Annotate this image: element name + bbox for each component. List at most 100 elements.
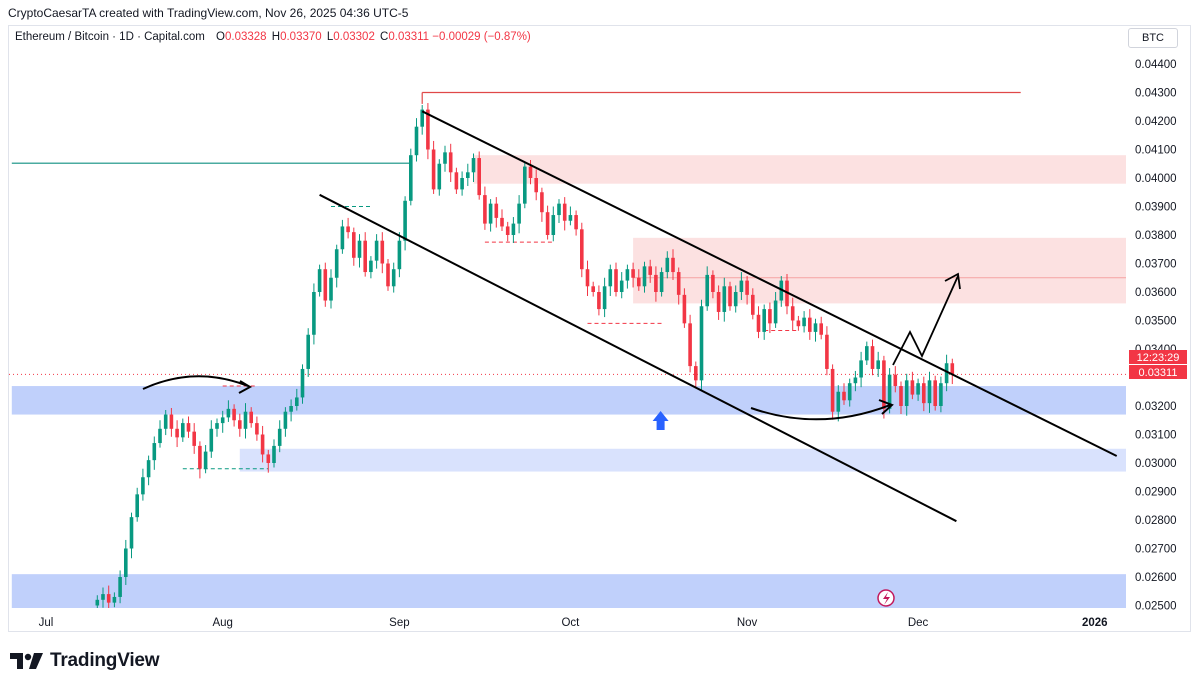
y-tick-label: 0.04300 <box>1135 88 1177 100</box>
candle-body <box>865 346 869 361</box>
candle-body <box>209 428 214 452</box>
open-label: O <box>216 31 225 43</box>
candle-body <box>249 411 253 424</box>
candle-body <box>300 368 305 398</box>
candle-body <box>933 380 937 406</box>
candle-body <box>802 317 806 327</box>
candle-body <box>716 292 721 312</box>
candle-body <box>694 366 698 381</box>
candle-body <box>505 226 510 235</box>
candle-body <box>722 286 727 312</box>
curved-arrow-aug-head <box>238 380 253 394</box>
y-tick-label: 0.03900 <box>1135 202 1177 214</box>
candle-body <box>580 229 584 270</box>
candle-body <box>859 360 863 378</box>
candle-body <box>916 383 920 395</box>
candle-body <box>466 172 470 178</box>
ohlc-legend: Ethereum / Bitcoin · 1D · Capital.com O0… <box>15 31 531 43</box>
candle-body <box>403 200 407 241</box>
candle-body <box>260 434 265 455</box>
curved-arrow-nov <box>750 404 891 421</box>
candle-body <box>528 166 533 178</box>
candle-body <box>272 445 276 463</box>
candle-body <box>420 109 424 127</box>
candle-body <box>141 477 145 495</box>
candle-body <box>329 277 333 301</box>
candle-body <box>562 203 567 221</box>
candle-body <box>739 280 744 292</box>
candle-body <box>842 391 846 401</box>
candle-body <box>369 260 373 273</box>
candle-body <box>773 300 778 324</box>
x-tick-label: Dec <box>908 617 929 629</box>
y-tick-label: 0.03600 <box>1135 287 1177 299</box>
candle-body <box>232 408 236 421</box>
candle-body <box>836 391 841 412</box>
candle-body <box>192 431 196 446</box>
y-tick-label: 0.04000 <box>1135 173 1177 185</box>
candle-body <box>317 269 322 292</box>
curved-arrow-aug <box>142 375 249 390</box>
y-tick-label: 0.03000 <box>1135 458 1177 470</box>
candle-body <box>887 374 892 409</box>
candle-body <box>437 163 442 190</box>
low-label: L <box>326 31 334 43</box>
channel-upper-line <box>421 110 1118 457</box>
y-tick-label: 0.04100 <box>1135 145 1177 157</box>
candle-body <box>756 314 761 332</box>
price-tag: 0.03311 <box>1139 367 1178 379</box>
candle-body <box>927 380 932 404</box>
symbol-name[interactable]: Ethereum / Bitcoin · 1D · Capital.com <box>15 31 205 43</box>
candle-body <box>471 158 476 173</box>
countdown-tag: 12:23:29 <box>1137 352 1180 364</box>
candle-body <box>397 240 402 270</box>
candle-body <box>688 323 692 367</box>
candle-body <box>124 548 128 577</box>
candle-body <box>352 232 356 258</box>
x-tick-label: Sep <box>389 617 409 629</box>
candle-body <box>312 292 316 335</box>
currency-selector[interactable]: BTC <box>1128 28 1178 48</box>
candle-body <box>591 286 595 292</box>
brand-name: TradingView <box>50 650 160 671</box>
candle-body <box>357 240 362 258</box>
candle-body <box>135 494 139 518</box>
candle-body <box>215 423 219 429</box>
candle-body <box>899 386 903 406</box>
candle-body <box>619 280 624 292</box>
support-zone-3 <box>239 448 1127 472</box>
candle-body <box>363 240 367 273</box>
y-tick-label: 0.03500 <box>1135 316 1177 328</box>
channel-lower-line <box>319 193 957 523</box>
x-tick-label: Oct <box>561 617 580 629</box>
candle-body <box>796 320 801 327</box>
candle-body <box>751 294 755 315</box>
y-tick-label: 0.02800 <box>1135 515 1177 527</box>
tradingview-logo[interactable]: TradingView <box>10 649 160 673</box>
y-tick-label: 0.04400 <box>1135 59 1177 71</box>
candle-body <box>648 266 652 275</box>
candle-body <box>306 334 310 369</box>
candle-body <box>768 309 772 324</box>
candle-body <box>922 383 926 404</box>
candle-body <box>676 272 681 295</box>
candle-body <box>551 215 556 235</box>
candle-body <box>220 417 225 424</box>
candle-body <box>95 599 100 606</box>
candle-body <box>876 360 880 369</box>
candle-body <box>534 178 538 193</box>
candle-body <box>483 195 487 224</box>
candle-body <box>255 423 259 435</box>
candle-body <box>540 192 544 213</box>
candle-body <box>380 240 385 264</box>
candle-body <box>517 203 521 224</box>
chart-frame <box>8 25 1191 632</box>
candle-body <box>682 294 687 324</box>
candle-body <box>460 178 464 190</box>
x-tick-label: Aug <box>212 617 232 629</box>
candle-body <box>175 428 179 438</box>
candle-body <box>637 277 641 287</box>
candle-body <box>323 269 328 301</box>
candle-body <box>334 249 339 278</box>
